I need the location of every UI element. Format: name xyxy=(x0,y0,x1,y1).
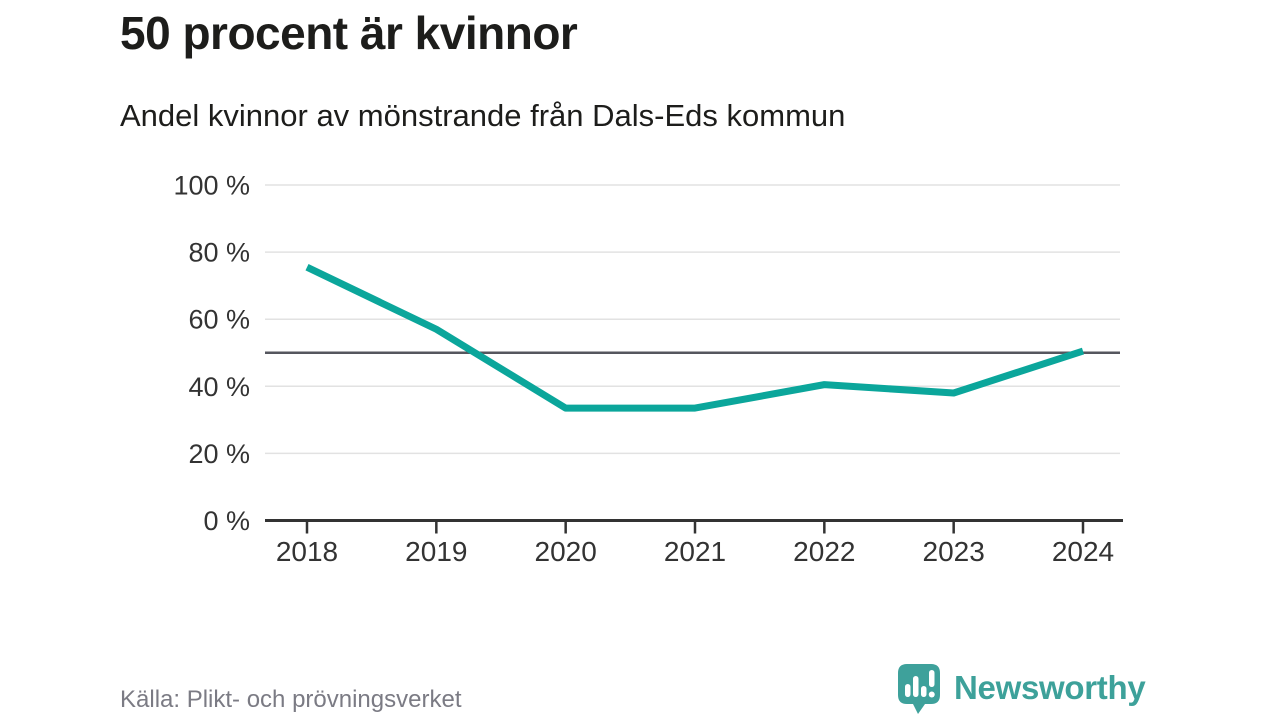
x-tick-label: 2021 xyxy=(664,536,726,567)
x-tick-label: 2024 xyxy=(1052,536,1114,567)
newsworthy-logo-icon xyxy=(898,664,940,714)
newsworthy-logo: Newsworthy xyxy=(898,663,1180,719)
y-tick-label: 80 % xyxy=(188,238,250,268)
y-tick-label: 0 % xyxy=(203,506,250,536)
newsworthy-wordmark: Newsworthy xyxy=(954,669,1146,706)
y-tick-label: 100 % xyxy=(173,171,250,201)
chart-title: 50 procent är kvinnor xyxy=(120,7,578,59)
logo-bar-icon xyxy=(913,676,919,697)
source-note: Källa: Plikt- och prövningsverket xyxy=(120,686,462,713)
logo-bar-icon xyxy=(905,684,911,697)
logo-exclamation-icon xyxy=(929,670,935,687)
x-tick-label: 2019 xyxy=(405,536,467,567)
data-line xyxy=(305,264,1085,412)
x-tick-label: 2020 xyxy=(535,536,597,567)
x-tick-label: 2018 xyxy=(276,536,338,567)
line-chart: 0 % 20 % 40 % 60 % 80 % 100 % 2018 2019 2020 2021… xyxy=(173,171,1123,567)
chart-subtitle: Andel kvinnor av mönstrande från Dals-Ed… xyxy=(120,98,846,133)
y-tick-label: 40 % xyxy=(188,372,250,402)
y-tick-label: 60 % xyxy=(188,305,250,335)
x-tick-label: 2022 xyxy=(793,536,855,567)
logo-bar-icon xyxy=(921,686,927,697)
logo-exclamation-dot-icon xyxy=(928,691,935,698)
x-tick-label: 2023 xyxy=(923,536,985,567)
y-tick-label: 20 % xyxy=(188,439,250,469)
